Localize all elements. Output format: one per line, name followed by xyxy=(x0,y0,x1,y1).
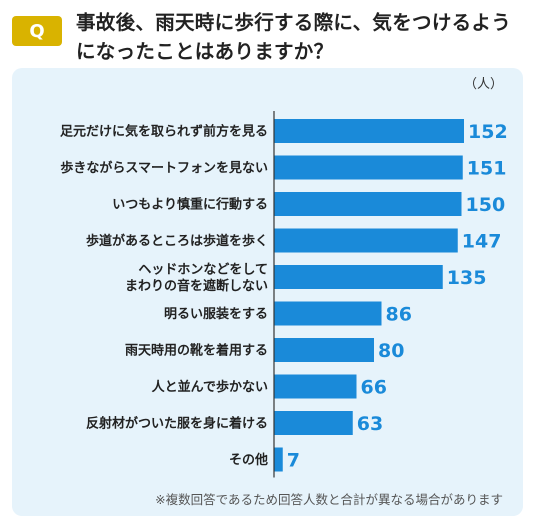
category-label: 反射材がついた服を身に着ける xyxy=(86,416,268,432)
bar xyxy=(274,119,464,143)
value-label: 151 xyxy=(467,158,507,180)
value-label: 63 xyxy=(357,413,383,435)
bar xyxy=(274,192,462,216)
value-label: 135 xyxy=(447,267,487,289)
value-label: 66 xyxy=(361,377,387,399)
value-label: 86 xyxy=(386,304,412,326)
bar-chart: （人） 足元だけに気を取られず前方を見る 152 歩きながらスマートフォンを見ない 15… xyxy=(60,77,508,507)
bar xyxy=(274,155,463,180)
category-label: ヘッドホンなどをしてまわりの音を遮断しない xyxy=(125,262,268,294)
bar xyxy=(274,301,382,326)
category-label: 明るい服装をする xyxy=(164,306,268,322)
category-label: 歩道があるところは歩道を歩く xyxy=(86,233,268,249)
value-label: 80 xyxy=(378,340,404,362)
category-label: その他 xyxy=(229,452,268,468)
category-label: 人と並んで歩かない xyxy=(152,379,268,395)
bar xyxy=(274,265,443,289)
value-label: 152 xyxy=(468,121,508,143)
value-label: 150 xyxy=(466,194,506,216)
unit-label: （人） xyxy=(464,77,503,92)
bar xyxy=(274,447,283,472)
question-badge: Q xyxy=(12,16,62,46)
bar xyxy=(274,374,357,399)
bar xyxy=(274,411,353,435)
category-label: 歩きながらスマートフォンを見ない xyxy=(60,160,268,176)
value-label: 7 xyxy=(287,450,300,472)
value-label: 147 xyxy=(462,231,502,253)
category-label: 足元だけに気を取られず前方を見る xyxy=(60,124,268,140)
category-label: 雨天時用の靴を着用する xyxy=(125,343,268,359)
chart-panel: （人） 足元だけに気を取られず前方を見る 152 歩きながらスマートフォンを見ない 15… xyxy=(12,68,523,516)
footnote: ※複数回答であるため回答人数と合計が異なる場合があります xyxy=(155,492,503,507)
bar xyxy=(274,338,374,362)
category-label: いつもより慎重に行動する xyxy=(112,197,268,213)
question-text: 事故後、雨天時に歩行する際に、気をつけるようになったことはありますか？ xyxy=(76,11,512,63)
bar xyxy=(274,228,458,253)
